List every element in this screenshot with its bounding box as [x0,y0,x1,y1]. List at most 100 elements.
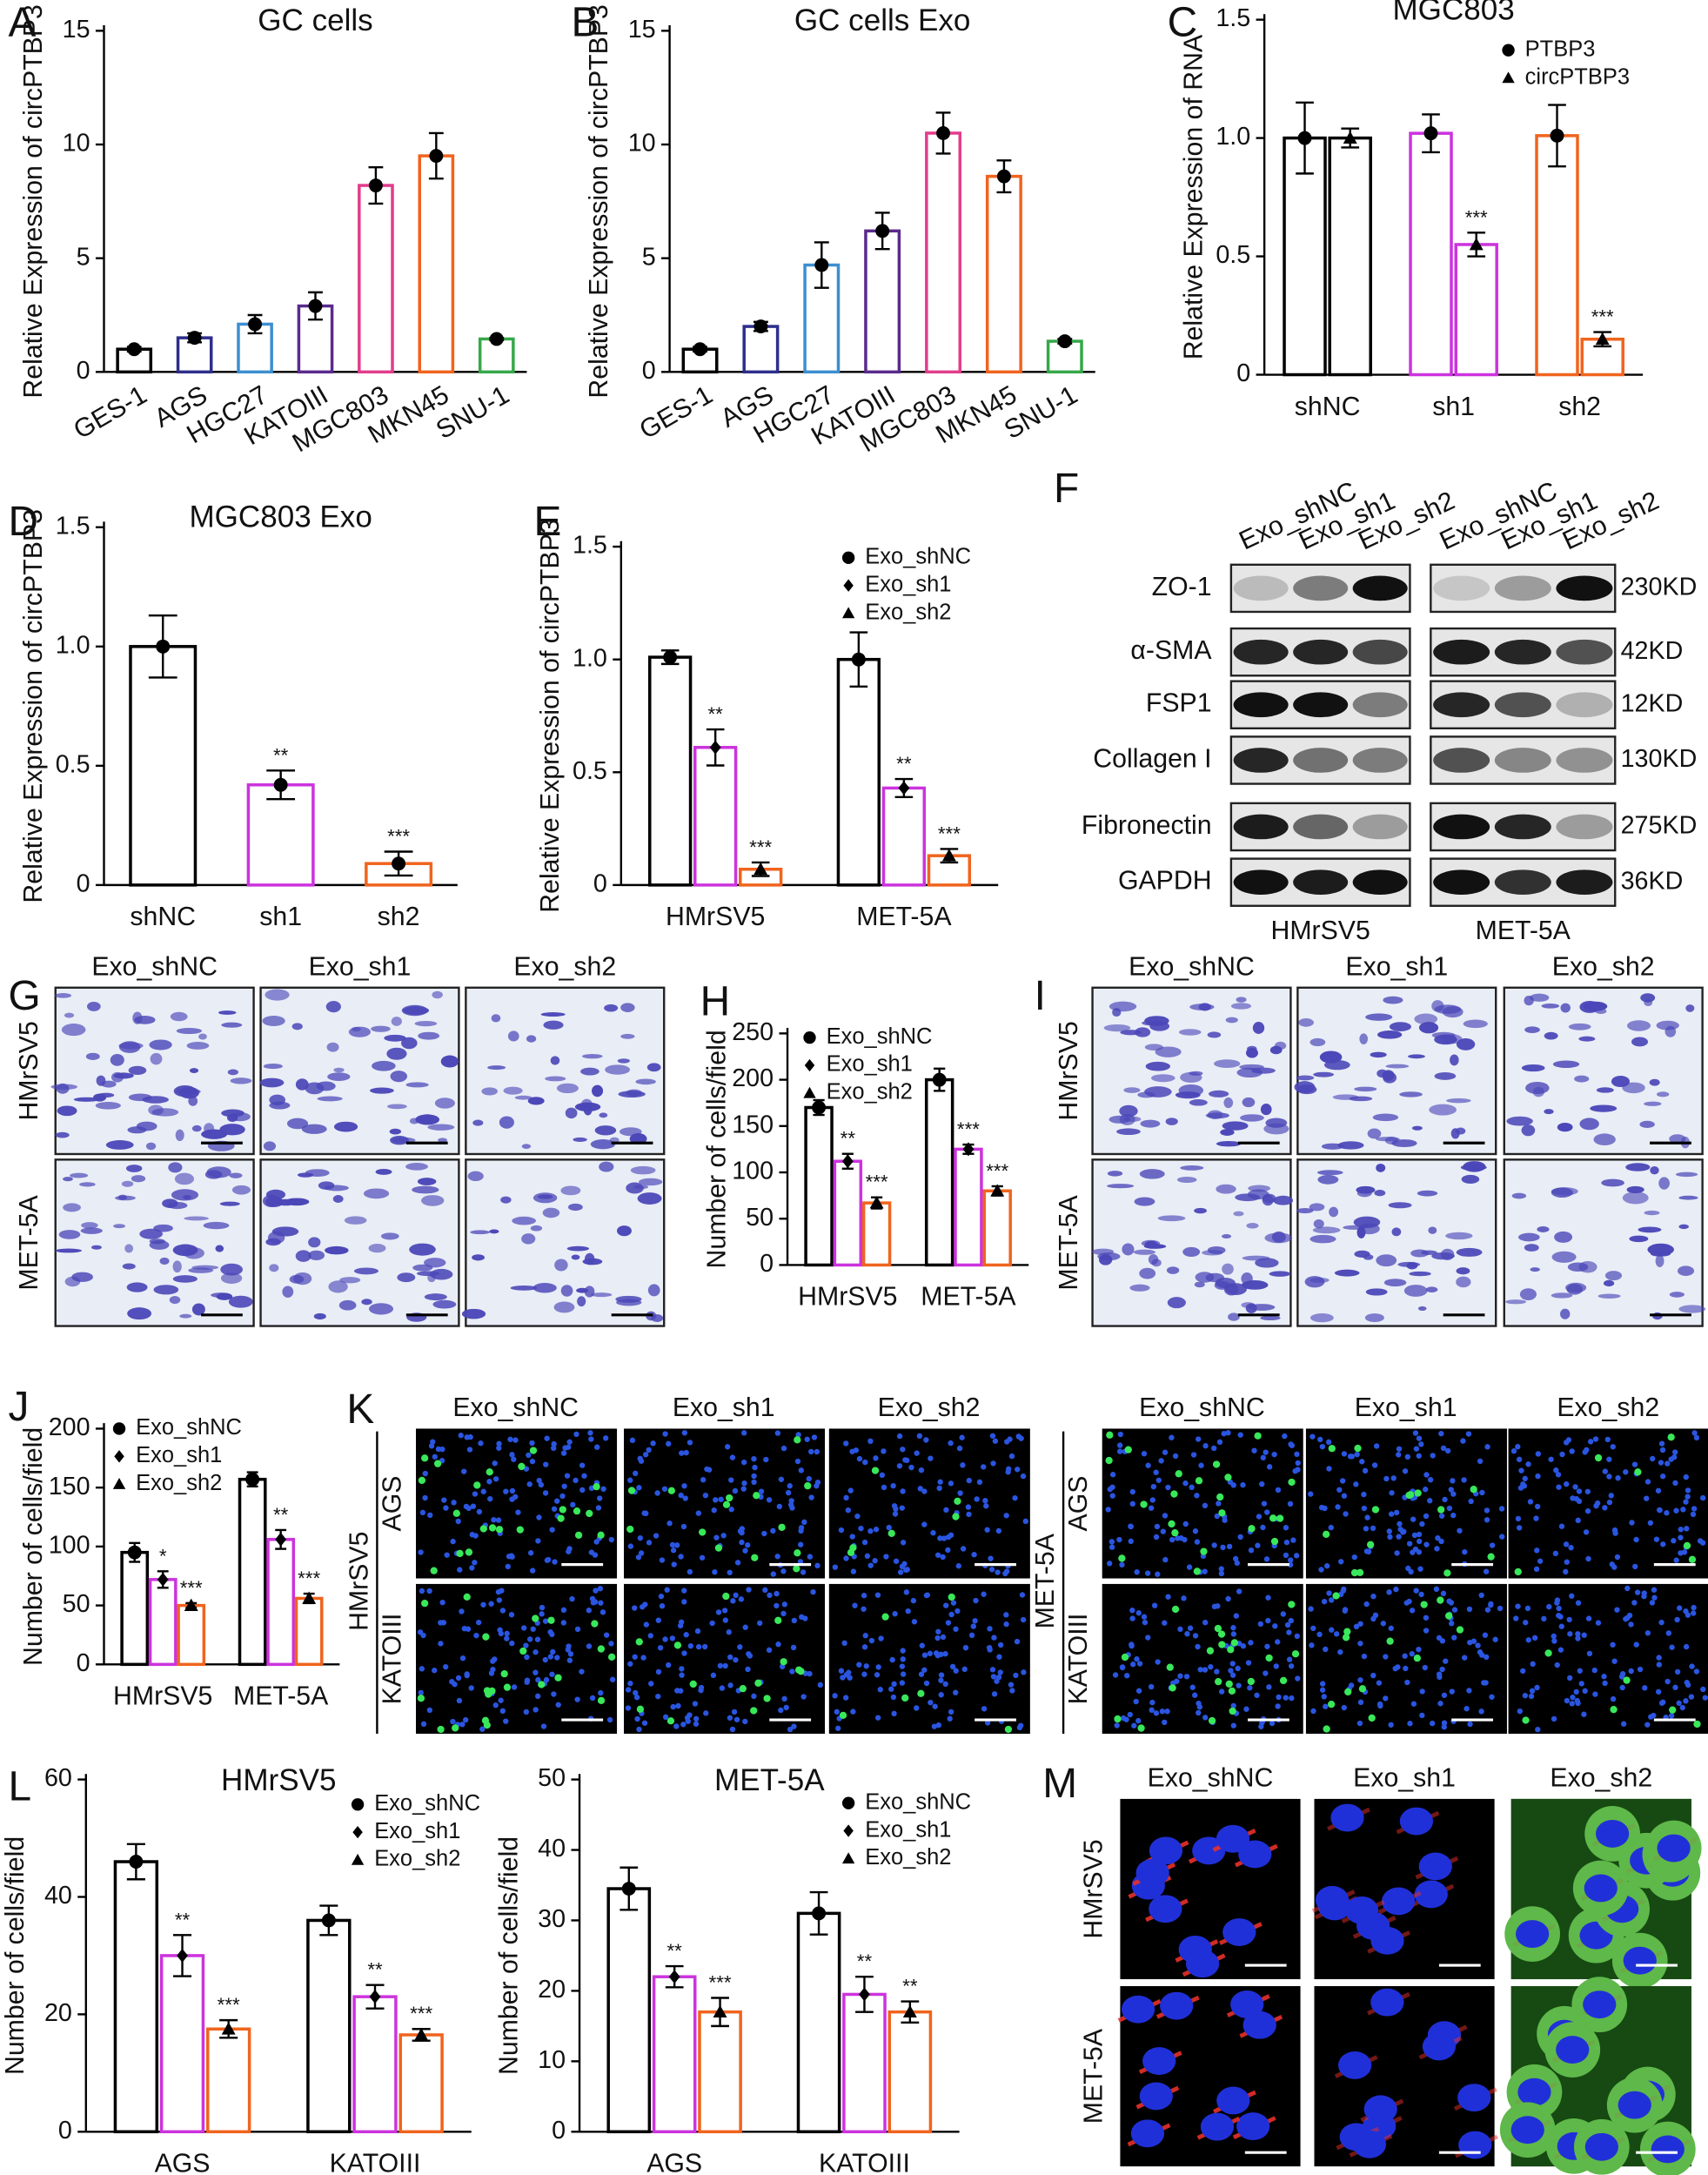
nucleus [703,1710,709,1716]
cell [344,1216,367,1225]
nucleus [1461,1655,1468,1661]
cell [629,1133,647,1145]
nucleus [914,1705,920,1711]
nucleus [1363,2095,1397,2124]
blot-band [1293,692,1349,718]
edu-cell [1443,1569,1451,1577]
nucleus [1165,1594,1171,1600]
nucleus [1185,1950,1220,1978]
cell [434,1098,455,1109]
cell [1133,1249,1155,1255]
nucleus [1348,1682,1355,1688]
nucleus [1438,1513,1445,1519]
nucleus [1162,1449,1169,1455]
edu-cell [794,1666,803,1674]
cell [1669,1134,1686,1144]
cell [432,1299,457,1309]
column-label: Exo_sh2 [1552,952,1655,981]
nucleus [1257,1621,1263,1628]
bar [352,1995,398,2134]
nucleus [1479,1489,1485,1496]
nucleus [1165,1484,1171,1491]
nucleus [1423,1541,1430,1547]
cell [1120,1030,1142,1036]
significance-label: ** [273,1504,289,1526]
nucleus [681,1430,688,1436]
edu-cell [1344,1688,1352,1696]
nucleus [746,1587,752,1593]
mean-marker [875,224,890,238]
edu-cell [586,1509,593,1518]
cell [630,1165,656,1175]
nucleus [1457,1527,1463,1534]
mean-marker [308,299,323,313]
edu-cell [597,1645,605,1653]
nucleus [900,1656,906,1662]
nucleus [1192,1692,1198,1698]
nucleus [586,1643,593,1649]
nucleus [931,1723,938,1729]
nucleus [1411,1532,1418,1539]
cell [61,1024,86,1037]
nucleus [862,1459,868,1466]
cell [1463,1161,1486,1172]
nucleus [608,1641,614,1647]
cell [405,1082,429,1088]
nucleus [1439,1638,1446,1644]
nucleus [636,1726,642,1733]
nucleus [529,1567,536,1574]
nucleus [1677,1605,1683,1611]
nucleus [443,1505,449,1511]
edu-cell [1228,1687,1236,1695]
nucleus [593,1444,600,1450]
nucleus [1565,1437,1572,1443]
nucleus [534,1693,541,1700]
cell [55,1131,70,1138]
nucleus [1581,1632,1587,1638]
nucleus [671,1561,677,1567]
nucleus [427,1512,433,1519]
nucleus [751,1693,757,1700]
cell [316,1081,336,1091]
nucleus [459,1655,466,1661]
nucleus [1563,1541,1570,1547]
nucleus [1440,1590,1447,1597]
edu-cell [488,1687,496,1695]
nucleus [1680,1507,1686,1513]
nucleus [1133,1698,1139,1705]
cell [1374,1190,1386,1197]
y-axis-label: Number of cells/field [702,1030,731,1268]
nucleus [923,1592,930,1599]
nucleus [1623,1615,1629,1622]
nucleus [817,1682,824,1688]
cell [203,1221,230,1230]
cell [1176,1176,1197,1184]
nucleus [1467,1639,1473,1646]
nucleus [1275,1639,1281,1645]
bar [954,1147,983,1267]
nucleus [914,1450,920,1456]
column-label: Exo_shNC [1148,1764,1274,1793]
nucleus [892,1511,899,1517]
nucleus [1573,1688,1579,1695]
edu-cell [689,1680,697,1688]
cell [491,1014,501,1023]
mean-marker [157,1572,169,1587]
nucleus [778,1476,785,1482]
cell [1388,1202,1412,1209]
nucleus [1669,1644,1675,1650]
nucleus [1517,1708,1523,1715]
bar [925,131,962,374]
cell [1269,1271,1291,1277]
nucleus [1229,1672,1236,1678]
nucleus [1114,1722,1120,1729]
nucleus [579,1668,585,1675]
nucleus [1660,1541,1666,1547]
cell [189,1068,199,1073]
nucleus [990,1460,996,1467]
mean-marker [129,1855,144,1869]
panel-letter: L [9,1763,32,1809]
edu-cell [1169,1684,1176,1692]
edu-cell [1667,1433,1675,1441]
y-axis-label: Number of cells/field [19,1427,48,1666]
